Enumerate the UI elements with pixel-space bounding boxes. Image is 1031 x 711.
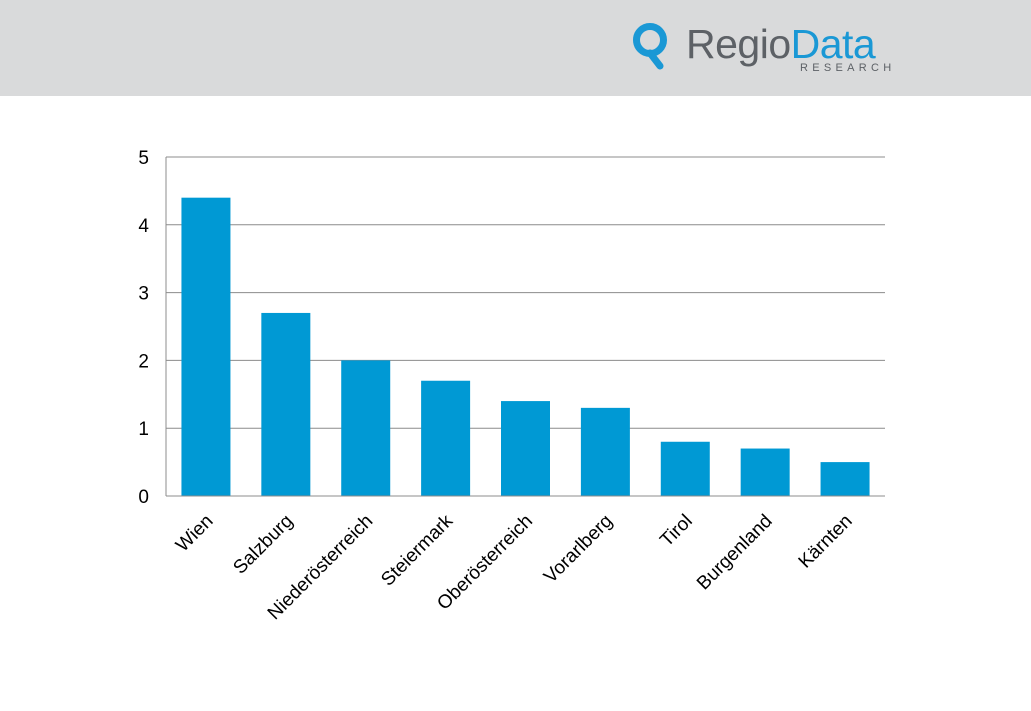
bar [580,407,630,496]
bar [501,401,550,496]
y-tick-label: 4 [138,216,149,237]
brand-name: RegioData [686,21,876,67]
x-category-label: Burgenland [693,511,777,595]
bar [660,441,710,496]
x-category-label: Salzburg [229,511,297,579]
x-category-label: Vorarlberg [540,511,617,588]
brand-name-part2: Data [790,21,876,67]
bar [740,448,790,496]
brand-name-part1: Regio [686,21,791,67]
brand-subtitle: RESEARCH [800,62,896,74]
y-tick-label: 2 [138,351,149,372]
bar [341,360,391,496]
y-tick-label: 0 [138,487,149,508]
x-category-label: Tirol [656,511,696,551]
x-category-label: Wien [172,511,217,556]
y-tick-label: 5 [138,148,149,169]
bar [820,462,870,496]
regiodata-logo[interactable]: RegioData RESEARCH [632,20,902,76]
bar [421,380,471,496]
y-tick-label: 1 [138,419,149,440]
bar [261,312,311,496]
header-bar: RegioData RESEARCH [0,0,1031,96]
bar [181,197,231,496]
x-category-label: Kärnten [795,511,857,573]
location-pin-icon [633,23,667,70]
y-tick-label: 3 [138,284,149,305]
x-category-label: Steiermark [377,510,457,590]
